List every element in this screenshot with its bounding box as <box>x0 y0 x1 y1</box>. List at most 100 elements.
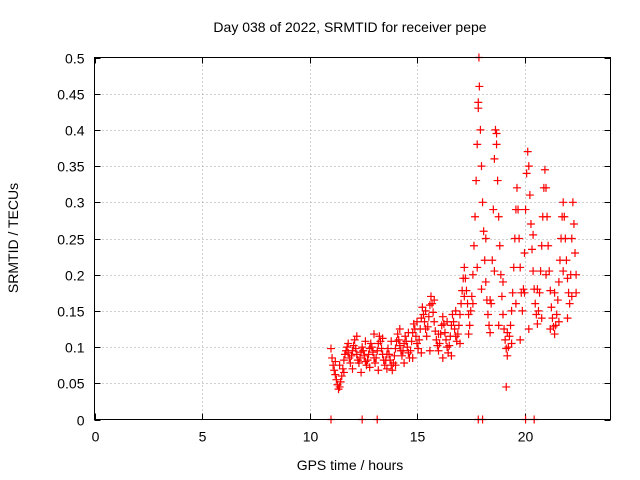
y-tick-label: 0.35 <box>57 159 84 175</box>
data-point <box>391 361 400 370</box>
data-point <box>503 351 512 360</box>
data-point <box>417 348 426 357</box>
data-point <box>490 154 499 163</box>
data-point <box>465 321 474 330</box>
axis-ticks: 0 0.05 0.1 0.15 0.2 0.25 0.3 0.35 0.4 0.45 0.5 0 5 10… <box>57 51 611 445</box>
data-point <box>546 286 555 295</box>
data-point <box>413 339 421 348</box>
y-tick-label: 0.2 <box>65 268 85 284</box>
data-point <box>425 301 434 310</box>
data-point <box>339 356 348 365</box>
data-point <box>548 314 557 323</box>
data-point <box>529 267 538 276</box>
data-point <box>359 346 368 355</box>
data-point <box>499 310 507 319</box>
data-point <box>346 359 355 368</box>
data-point <box>395 341 404 350</box>
data-point <box>334 385 343 394</box>
y-tick-label: 0.15 <box>57 304 84 320</box>
y-tick-label: 0.3 <box>65 195 85 211</box>
data-point <box>433 341 442 350</box>
data-point <box>430 296 439 305</box>
data-point <box>524 162 533 171</box>
data-point <box>475 82 484 91</box>
data-point <box>506 321 515 330</box>
data-point <box>568 198 577 207</box>
data-point <box>547 303 556 312</box>
data-point <box>445 341 454 350</box>
data-point <box>394 335 403 344</box>
data-point <box>397 351 406 360</box>
data-points <box>327 53 581 424</box>
data-point <box>415 335 424 344</box>
y-tick-label: 0.05 <box>57 376 84 392</box>
data-point <box>571 248 580 257</box>
data-point <box>491 125 500 134</box>
data-point <box>373 346 382 355</box>
data-point <box>348 364 357 373</box>
data-point <box>492 140 501 149</box>
data-point <box>421 325 430 333</box>
data-point <box>572 288 581 297</box>
data-point <box>565 299 574 308</box>
data-point <box>456 310 464 319</box>
data-point <box>400 359 409 368</box>
data-point <box>462 286 471 295</box>
data-point <box>511 299 520 308</box>
data-point <box>421 306 430 315</box>
data-point <box>515 234 524 243</box>
data-point <box>450 325 459 333</box>
data-point <box>332 375 341 384</box>
data-point <box>453 330 462 339</box>
x-tick-label: 0 <box>92 429 100 445</box>
x-axis-label: GPS time / hours <box>297 457 404 473</box>
data-point <box>366 339 375 348</box>
data-point <box>529 230 538 239</box>
y-tick-label: 0.5 <box>65 51 85 67</box>
data-point <box>363 356 372 365</box>
data-point <box>521 205 530 214</box>
data-point <box>540 165 549 174</box>
data-point <box>502 382 511 391</box>
data-point <box>435 339 444 348</box>
data-point <box>483 310 492 319</box>
data-point <box>562 256 571 265</box>
data-point <box>494 321 503 330</box>
data-point <box>478 198 487 207</box>
y-tick-label: 0.1 <box>65 340 85 356</box>
data-point <box>399 346 408 355</box>
data-point <box>344 339 353 348</box>
data-point <box>347 351 356 360</box>
data-point <box>331 370 340 379</box>
data-point <box>357 368 366 377</box>
data-point <box>525 191 534 200</box>
data-point <box>494 212 503 221</box>
data-point <box>372 353 381 362</box>
data-point <box>499 277 507 286</box>
data-point <box>336 377 345 386</box>
data-point <box>481 277 490 286</box>
data-point <box>428 299 437 308</box>
data-point <box>523 147 532 156</box>
data-point <box>537 314 546 323</box>
data-point <box>354 359 363 368</box>
data-point <box>477 162 486 171</box>
data-point <box>535 288 544 297</box>
data-point <box>490 267 499 276</box>
data-point <box>550 330 559 339</box>
data-point <box>567 234 576 243</box>
data-point <box>544 241 553 250</box>
data-point <box>473 263 482 272</box>
data-point <box>488 256 497 265</box>
data-point <box>408 353 417 362</box>
data-point <box>495 241 504 250</box>
data-point <box>420 317 429 326</box>
data-point <box>542 183 550 192</box>
data-point <box>361 357 370 366</box>
data-point <box>567 292 576 301</box>
data-point <box>423 322 432 331</box>
data-point <box>327 344 335 353</box>
data-point <box>479 227 488 236</box>
data-point <box>365 363 374 372</box>
data-point <box>522 169 531 178</box>
